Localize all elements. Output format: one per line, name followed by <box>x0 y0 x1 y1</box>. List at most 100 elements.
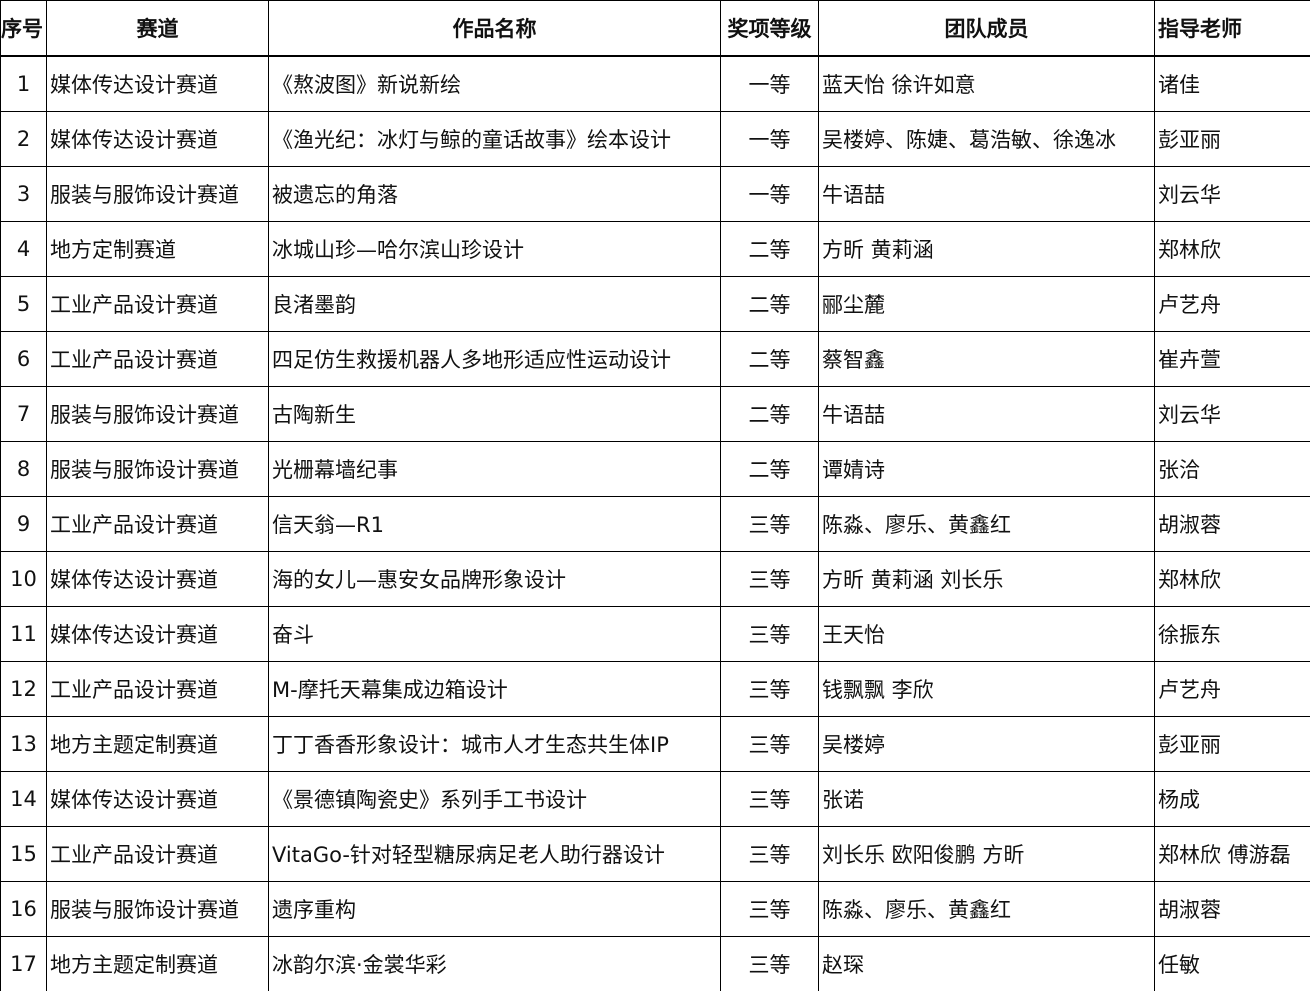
table-cell: 卢艺舟 <box>1154 276 1310 332</box>
table-cell: 卢艺舟 <box>1154 661 1310 717</box>
table-cell: 工业产品设计赛道 <box>46 496 269 552</box>
table-cell: 胡淑蓉 <box>1154 496 1310 552</box>
table-row: 10 媒体传达设计赛道 海的女儿—惠安女品牌形象设计 三等 方昕 黄莉涵 刘长乐 郑林欣 <box>0 551 1310 607</box>
table-cell: VitaGo-针对轻型糖尿病足老人助行器设计 <box>268 826 721 882</box>
table-cell: 4 <box>0 221 47 277</box>
table-row: 4 地方定制赛道 冰城山珍—哈尔滨山珍设计 二等 方昕 黄莉涵 郑林欣 <box>0 221 1310 277</box>
table-row: 2 媒体传达设计赛道 《渔光纪：冰灯与鲸的童话故事》绘本设计 一等 吴楼婷、陈婕、葛浩敏… <box>0 111 1310 167</box>
table-cell: 13 <box>0 716 47 772</box>
table-cell: 三等 <box>720 606 819 662</box>
table-cell: 蓝天怡 徐许如意 <box>818 55 1155 112</box>
table-cell: 良渚墨韵 <box>268 276 721 332</box>
table-cell: 郑林欣 <box>1154 551 1310 607</box>
table-cell: 媒体传达设计赛道 <box>46 551 269 607</box>
table-cell: 古陶新生 <box>268 386 721 442</box>
table-cell: 郦尘麓 <box>818 276 1155 332</box>
table-cell: 刘长乐 欧阳俊鹏 方昕 <box>818 826 1155 882</box>
table-row: 6 工业产品设计赛道 四足仿生救援机器人多地形适应性运动设计 二等 蔡智鑫 崔卉萱 <box>0 331 1310 387</box>
table-cell: 9 <box>0 496 47 552</box>
table-cell: 冰城山珍—哈尔滨山珍设计 <box>268 221 721 277</box>
table-cell: 14 <box>0 771 47 827</box>
table-row: 7 服装与服饰设计赛道 古陶新生 二等 牛语喆 刘云华 <box>0 386 1310 442</box>
table-cell: 王天怡 <box>818 606 1155 662</box>
table-cell: 蔡智鑫 <box>818 331 1155 387</box>
table-cell: 服装与服饰设计赛道 <box>46 386 269 442</box>
table-row: 1 媒体传达设计赛道 《熬波图》新说新绘 一等 蓝天怡 徐许如意 诸佳 <box>0 55 1310 112</box>
table-row: 11 媒体传达设计赛道 奋斗 三等 王天怡 徐振东 <box>0 606 1310 662</box>
table-cell: 张洽 <box>1154 441 1310 497</box>
table-cell: 三等 <box>720 551 819 607</box>
header-cell: 作品名称 <box>268 0 721 57</box>
table-cell: 海的女儿—惠安女品牌形象设计 <box>268 551 721 607</box>
table-row: 15 工业产品设计赛道 VitaGo-针对轻型糖尿病足老人助行器设计 三等 刘长乐 欧阳… <box>0 826 1310 882</box>
table-cell: 奋斗 <box>268 606 721 662</box>
table-cell: 2 <box>0 111 47 167</box>
table-cell: 一等 <box>720 55 819 112</box>
table-cell: 地方主题定制赛道 <box>46 936 269 991</box>
table-cell: 一等 <box>720 166 819 222</box>
table-cell: 二等 <box>720 386 819 442</box>
table-cell: 17 <box>0 936 47 991</box>
table-cell: 谭婧诗 <box>818 441 1155 497</box>
table-cell: 《熬波图》新说新绘 <box>268 55 721 112</box>
table-cell: 媒体传达设计赛道 <box>46 606 269 662</box>
table-cell: 地方主题定制赛道 <box>46 716 269 772</box>
table-cell: 被遗忘的角落 <box>268 166 721 222</box>
table-cell: 徐振东 <box>1154 606 1310 662</box>
table-cell: 工业产品设计赛道 <box>46 826 269 882</box>
table-cell: 遗序重构 <box>268 881 721 937</box>
table-row: 5 工业产品设计赛道 良渚墨韵 二等 郦尘麓 卢艺舟 <box>0 276 1310 332</box>
table-cell: 工业产品设计赛道 <box>46 661 269 717</box>
table-cell: 7 <box>0 386 47 442</box>
table-cell: 吴楼婷 <box>818 716 1155 772</box>
header-cell: 奖项等级 <box>720 0 819 57</box>
table-cell: 胡淑蓉 <box>1154 881 1310 937</box>
table-cell: 三等 <box>720 496 819 552</box>
table-cell: 3 <box>0 166 47 222</box>
table-cell: 丁丁香香形象设计：城市人才生态共生体IP <box>268 716 721 772</box>
table-row: 3 服装与服饰设计赛道 被遗忘的角落 一等 牛语喆 刘云华 <box>0 166 1310 222</box>
table-cell: 诸佳 <box>1154 55 1310 112</box>
table-cell: 1 <box>0 55 47 112</box>
table-cell: 10 <box>0 551 47 607</box>
table-cell: M-摩托天幕集成边箱设计 <box>268 661 721 717</box>
header-cell: 序号 <box>0 0 47 57</box>
table-cell: 11 <box>0 606 47 662</box>
table-body: 1 媒体传达设计赛道 《熬波图》新说新绘 一等 蓝天怡 徐许如意 诸佳 2 媒体传达设计赛道《… <box>0 55 1310 991</box>
table-cell: 方昕 黄莉涵 <box>818 221 1155 277</box>
table-cell: 方昕 黄莉涵 刘长乐 <box>818 551 1155 607</box>
table-cell: 二等 <box>720 441 819 497</box>
table-cell: 四足仿生救援机器人多地形适应性运动设计 <box>268 331 721 387</box>
table-cell: 媒体传达设计赛道 <box>46 111 269 167</box>
table-cell: 刘云华 <box>1154 166 1310 222</box>
table-cell: 地方定制赛道 <box>46 221 269 277</box>
table-cell: 陈淼、廖乐、黄鑫红 <box>818 881 1155 937</box>
table-cell: 三等 <box>720 881 819 937</box>
table-cell: 任敏 <box>1154 936 1310 991</box>
table-cell: 赵琛 <box>818 936 1155 991</box>
table-cell: 服装与服饰设计赛道 <box>46 166 269 222</box>
table-cell: 彭亚丽 <box>1154 111 1310 167</box>
table-cell: 三等 <box>720 936 819 991</box>
table-cell: 12 <box>0 661 47 717</box>
table-cell: 服装与服饰设计赛道 <box>46 441 269 497</box>
table-cell: 彭亚丽 <box>1154 716 1310 772</box>
table-cell: 三等 <box>720 771 819 827</box>
header-cell: 赛道 <box>46 0 269 57</box>
table-cell: 信天翁—R1 <box>268 496 721 552</box>
header-cell: 团队成员 <box>818 0 1155 57</box>
table-cell: 刘云华 <box>1154 386 1310 442</box>
table-cell: 媒体传达设计赛道 <box>46 55 269 112</box>
table-cell: 三等 <box>720 716 819 772</box>
table-row: 17 地方主题定制赛道 冰韵尔滨·金裳华彩 三等 赵琛 任敏 <box>0 936 1310 991</box>
table-cell: 《景德镇陶瓷史》系列手工书设计 <box>268 771 721 827</box>
table-cell: 张诺 <box>818 771 1155 827</box>
table-cell: 牛语喆 <box>818 166 1155 222</box>
table-cell: 杨成 <box>1154 771 1310 827</box>
table-cell: 5 <box>0 276 47 332</box>
table-cell: 服装与服饰设计赛道 <box>46 881 269 937</box>
table-cell: 《渔光纪：冰灯与鲸的童话故事》绘本设计 <box>268 111 721 167</box>
table-cell: 牛语喆 <box>818 386 1155 442</box>
table-row: 8 服装与服饰设计赛道 光栅幕墙纪事 二等 谭婧诗 张洽 <box>0 441 1310 497</box>
table-cell: 8 <box>0 441 47 497</box>
